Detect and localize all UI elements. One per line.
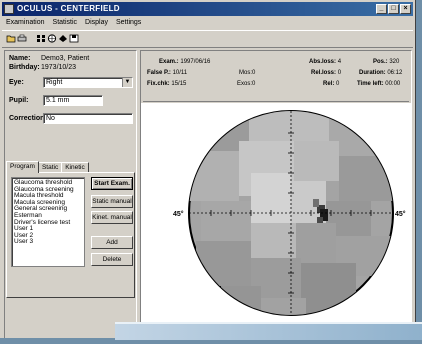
right-eccentricity-label: 45° <box>395 210 406 218</box>
tab-program[interactable]: Program <box>6 161 39 173</box>
birthday-label: Birthday: <box>9 64 40 71</box>
close-button[interactable]: × <box>400 4 411 14</box>
false-p-label: False P.: <box>147 70 171 76</box>
exam-value: 1997/06/16 <box>180 59 211 65</box>
delete-button[interactable]: Delete <box>91 253 133 266</box>
axis-ticks <box>210 132 372 294</box>
exos-value: 0 <box>252 81 256 87</box>
rel-value: 0 <box>336 81 340 87</box>
pos-value: 320 <box>389 59 400 65</box>
program-tabs: Program Static Kinetic <box>6 161 89 173</box>
save-icon[interactable] <box>69 34 79 43</box>
menu-bar: Examination Statistic Display Settings <box>2 17 413 29</box>
list-item[interactable]: Macula screening <box>14 198 65 206</box>
field-icon[interactable] <box>47 34 57 43</box>
exam-panel: Exam.: 1997/06/16 False P.: 10/11 Fix.ch… <box>140 50 412 339</box>
title-bar[interactable]: OCULUS - CENTERFIELD _ □ × <box>2 2 413 16</box>
abs-loss-value: 4 <box>337 59 342 65</box>
eye-select[interactable]: Right ▼ <box>43 77 133 88</box>
eye-icon[interactable] <box>58 34 68 43</box>
fix-chk-value: 15/15 <box>171 81 187 87</box>
menu-display[interactable]: Display <box>85 19 108 26</box>
list-item[interactable]: Driver's license test <box>14 218 71 226</box>
eye-label: Eye: <box>9 79 24 86</box>
correction-label: Correction: <box>9 115 47 122</box>
maximize-button[interactable]: □ <box>388 4 399 14</box>
exos-label: Exos: <box>237 81 253 87</box>
pupil-label: Pupil: <box>9 97 29 104</box>
correction-value: No <box>46 115 55 122</box>
menu-settings[interactable]: Settings <box>116 19 142 26</box>
eye-select-value: Right <box>46 79 63 86</box>
time-left-value: 00:00 <box>385 81 401 87</box>
name-value: Demo3, Patient <box>41 55 90 62</box>
mos-value: 0 <box>252 70 256 76</box>
name-label: Name: <box>9 55 31 62</box>
program-list[interactable]: Glaucoma threshold Glaucoma screening Ma… <box>11 177 85 267</box>
list-item[interactable]: User 1 <box>14 225 34 233</box>
patient-panel: Name: Demo3, Patient Birthday: 1973/10/2… <box>4 50 137 338</box>
visual-field-area[interactable]: 45° 45° <box>141 103 411 339</box>
mos-label: Mos: <box>239 70 253 76</box>
exam-label: Exam.: <box>159 59 179 65</box>
app-window: OCULUS - CENTERFIELD _ □ × Examination S… <box>0 0 416 339</box>
chevron-down-icon[interactable]: ▼ <box>122 78 132 87</box>
app-icon <box>4 4 14 14</box>
start-exam-button[interactable]: Start Exam. <box>91 177 133 190</box>
grid-icon[interactable] <box>36 34 46 43</box>
tab-kinetic[interactable]: Kinetic <box>61 162 89 173</box>
list-item[interactable]: General screening <box>14 205 68 213</box>
time-left-label: Time left: <box>357 81 384 87</box>
correction-field[interactable]: No <box>43 113 133 124</box>
window-title: OCULUS - CENTERFIELD <box>17 4 120 13</box>
false-p-value: 10/11 <box>172 70 188 76</box>
rel-label: Rel: <box>323 81 335 87</box>
abs-loss-label: Abs.loss: <box>309 59 337 65</box>
pos-label: Pos.: <box>373 59 388 65</box>
rel-loss-value: 0 <box>337 70 342 76</box>
minimize-button[interactable]: _ <box>376 4 387 14</box>
duration-value: 06:12 <box>387 70 403 76</box>
pupil-field[interactable]: 5.1 mm <box>43 95 103 106</box>
overlay-panel <box>115 322 422 340</box>
list-item[interactable]: Glaucoma threshold <box>14 179 73 186</box>
duration-label: Duration: <box>359 70 386 76</box>
open-icon[interactable] <box>6 34 16 43</box>
list-item[interactable]: Macula threshold <box>14 192 64 200</box>
list-item[interactable]: Esterman <box>14 211 42 219</box>
left-eccentricity-label: 45° <box>173 210 184 218</box>
list-item[interactable]: User 2 <box>14 231 34 239</box>
exam-header: Exam.: 1997/06/16 False P.: 10/11 Fix.ch… <box>143 53 409 102</box>
program-tab-page: Glaucoma threshold Glaucoma screening Ma… <box>6 172 135 298</box>
visual-field-plot[interactable]: 45° 45° <box>141 103 411 339</box>
birthday-value: 1973/10/23 <box>41 64 77 71</box>
pupil-value: 5.1 mm <box>46 97 70 104</box>
rel-loss-label: Rel.loss: <box>311 70 337 76</box>
static-manual-button[interactable]: Static manual <box>91 195 133 208</box>
list-item[interactable]: Glaucoma screening <box>14 185 74 193</box>
menu-examination[interactable]: Examination <box>6 19 45 26</box>
fix-chk-label: Fix.chk: <box>147 81 170 87</box>
menu-statistic[interactable]: Statistic <box>52 19 78 26</box>
list-item[interactable]: User 3 <box>14 238 34 246</box>
toolbar <box>2 30 413 48</box>
add-button[interactable]: Add <box>91 236 133 249</box>
print-icon[interactable] <box>17 34 27 43</box>
kinetic-manual-button[interactable]: Kinet. manual <box>91 211 133 224</box>
